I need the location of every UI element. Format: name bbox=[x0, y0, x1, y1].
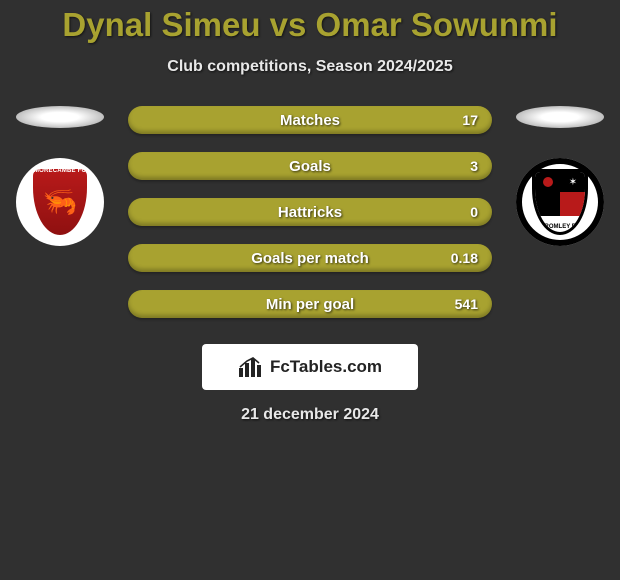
shield-icon: ✶ BROMLEY FC bbox=[532, 169, 588, 235]
star-icon: ✶ bbox=[569, 177, 577, 188]
player-halo-right bbox=[516, 106, 604, 128]
crest-bottom-text: BROMLEY FC bbox=[535, 224, 585, 230]
stat-label: Min per goal bbox=[266, 296, 354, 313]
stat-value-right: 17 bbox=[462, 112, 478, 128]
stat-label: Goals bbox=[289, 158, 331, 175]
stat-row-hattricks: Hattricks 0 bbox=[128, 198, 492, 226]
brand-badge: FcTables.com bbox=[202, 344, 418, 390]
stat-row-goals-per-match: Goals per match 0.18 bbox=[128, 244, 492, 272]
bar-chart-icon bbox=[238, 356, 264, 378]
page-title: Dynal Simeu vs Omar Sowunmi bbox=[0, 6, 620, 44]
left-player-column: MORECAMBE FC 🦐 bbox=[10, 106, 110, 246]
stat-value-right: 3 bbox=[470, 158, 478, 174]
stats-list: Matches 17 Goals 3 Hattricks 0 Goals per… bbox=[110, 106, 510, 318]
shield-icon: MORECAMBE FC 🦐 bbox=[30, 166, 90, 238]
player-halo-left bbox=[16, 106, 104, 128]
left-club-crest: MORECAMBE FC 🦐 bbox=[16, 158, 104, 246]
stat-value-right: 541 bbox=[455, 296, 478, 312]
stat-label: Matches bbox=[280, 112, 340, 129]
page-subtitle: Club competitions, Season 2024/2025 bbox=[0, 58, 620, 76]
right-club-crest: ✶ BROMLEY FC bbox=[516, 158, 604, 246]
stat-value-right: 0 bbox=[470, 204, 478, 220]
shrimp-icon: 🦐 bbox=[43, 188, 78, 216]
right-player-column: ✶ BROMLEY FC bbox=[510, 106, 610, 246]
stat-label: Hattricks bbox=[278, 204, 342, 221]
stat-row-min-per-goal: Min per goal 541 bbox=[128, 290, 492, 318]
comparison-row: MORECAMBE FC 🦐 Matches 17 Goals 3 Hattri… bbox=[0, 106, 620, 318]
sun-icon bbox=[543, 177, 553, 187]
crest-arc-text: MORECAMBE FC bbox=[34, 168, 86, 174]
date-text: 21 december 2024 bbox=[0, 406, 620, 424]
stat-row-goals: Goals 3 bbox=[128, 152, 492, 180]
stat-label: Goals per match bbox=[251, 250, 369, 267]
brand-text: FcTables.com bbox=[270, 357, 382, 377]
stat-value-right: 0.18 bbox=[451, 250, 478, 266]
stat-row-matches: Matches 17 bbox=[128, 106, 492, 134]
